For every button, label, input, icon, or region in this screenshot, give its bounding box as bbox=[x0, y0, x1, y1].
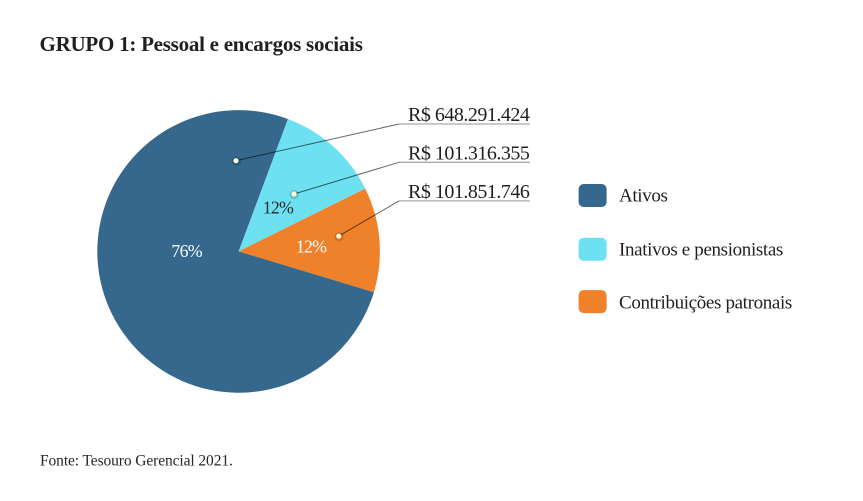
svg-text:R$ 101.851.746: R$ 101.851.746 bbox=[408, 181, 530, 203]
svg-text:Inativos e pensionistas: Inativos e pensionistas bbox=[619, 239, 783, 260]
svg-text:Fonte: Tesouro Gerencial 2021.: Fonte: Tesouro Gerencial 2021. bbox=[40, 453, 233, 470]
svg-text:12%: 12% bbox=[296, 236, 327, 256]
svg-text:R$ 101.316.355: R$ 101.316.355 bbox=[408, 143, 530, 165]
svg-text:76%: 76% bbox=[171, 241, 202, 261]
svg-text:12%: 12% bbox=[263, 198, 294, 218]
svg-text:Ativos: Ativos bbox=[619, 186, 668, 207]
svg-text:Contribuições patronais: Contribuições patronais bbox=[619, 293, 792, 314]
svg-text:GRUPO 1: Pessoal e encargos so: GRUPO 1: Pessoal e encargos sociais bbox=[40, 32, 363, 56]
svg-text:R$ 648.291.424: R$ 648.291.424 bbox=[408, 104, 530, 126]
